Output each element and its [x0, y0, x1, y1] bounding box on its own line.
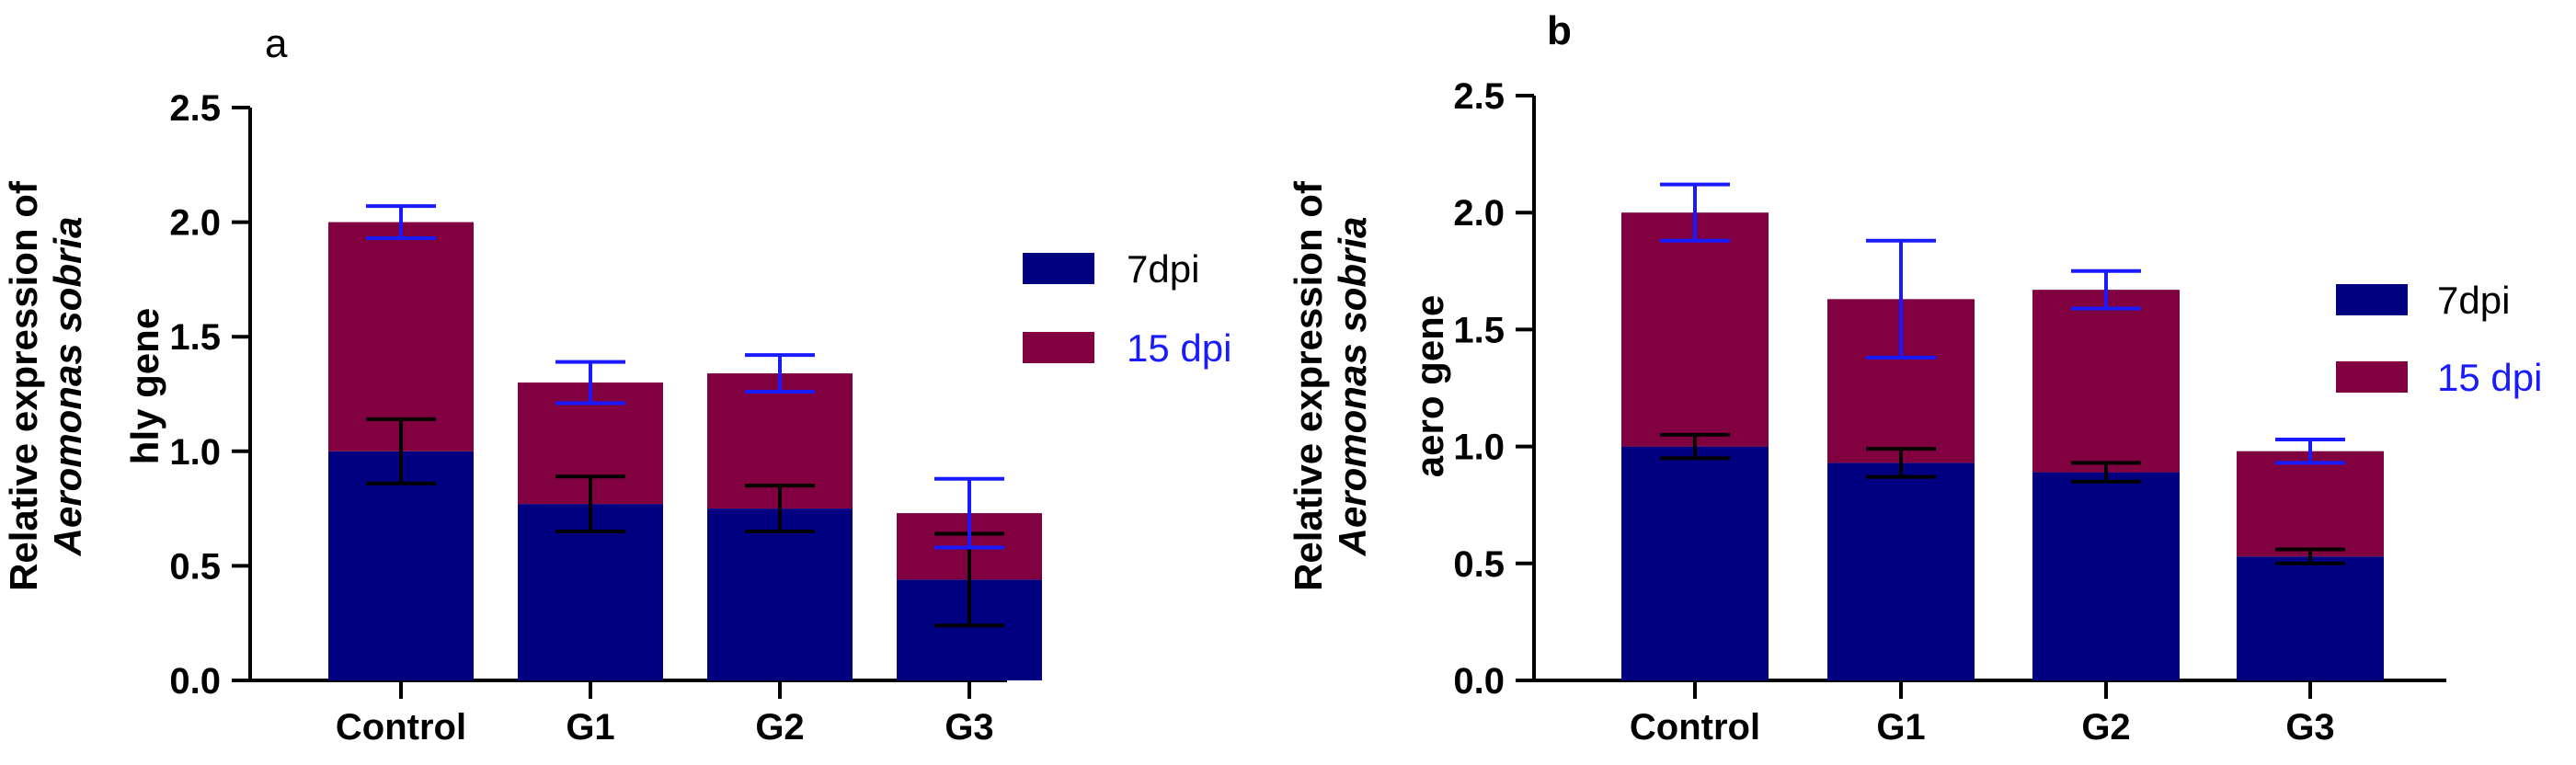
bar-7dpi [518, 504, 663, 680]
bar-7dpi [2032, 472, 2180, 680]
x-tick-label: G2 [2081, 707, 2130, 748]
bar-7dpi [2237, 556, 2384, 680]
y-tick-label: 2.5 [1453, 76, 1505, 117]
y-tick-label: 1.0 [169, 432, 221, 473]
panel-a: a 0.0 0.5 1.0 1.5 2.0 2.5 Control G1 G2 G3 Relative… [2, 21, 1231, 748]
legend-swatch [1023, 332, 1094, 363]
bar-7dpi [328, 451, 474, 680]
y-tick-label: 2.5 [169, 88, 221, 129]
y-axis-label: Aeromonas sobria [1331, 217, 1374, 557]
x-tick-label: G2 [755, 707, 804, 748]
y-axis-label: hly gene [123, 308, 166, 464]
bar-15dpi [328, 222, 474, 451]
y-tick-label: 2.0 [169, 203, 221, 244]
y-tick-label: 0.5 [1453, 544, 1505, 585]
legend-label: 15 dpi [1127, 326, 1231, 370]
y-tick-label: 0.0 [1453, 661, 1505, 702]
y-axis-label: Aeromonas sobria [46, 217, 89, 557]
x-tick-label: G1 [566, 707, 614, 748]
y-tick-label: 0.0 [169, 661, 221, 702]
legend-label: 15 dpi [2437, 356, 2542, 399]
y-axis-label: Relative expression of [1287, 180, 1330, 591]
panel-b: b 0.0 0.5 1.0 1.5 2.0 2.5 Control G1 G2 G3 Relative… [1287, 8, 2542, 748]
x-tick-label: Control [336, 707, 466, 748]
panel-label: a [265, 21, 288, 66]
y-tick-label: 1.0 [1453, 428, 1505, 468]
bar-7dpi [1827, 462, 1975, 680]
y-axis-label: Relative expression of [2, 180, 45, 591]
panel-label: b [1547, 8, 1572, 53]
bar-15dpi [1621, 212, 1769, 447]
y-tick-label: 1.5 [1453, 310, 1505, 350]
bar-7dpi [1621, 446, 1769, 680]
legend-swatch [1023, 253, 1094, 284]
y-axis-label: aero gene [1408, 295, 1451, 477]
legend-label: 7dpi [1127, 247, 1199, 291]
y-tick-label: 0.5 [169, 546, 221, 587]
legend-swatch [2336, 361, 2408, 393]
x-tick-label: G1 [1876, 707, 1925, 748]
legend-swatch [2336, 284, 2408, 315]
bar-7dpi [707, 508, 853, 680]
x-tick-label: G3 [945, 707, 993, 748]
legend-label: 7dpi [2437, 279, 2510, 322]
x-tick-label: Control [1630, 707, 1760, 748]
x-tick-label: G3 [2285, 707, 2334, 748]
bar-15dpi [2237, 451, 2384, 557]
y-tick-label: 2.0 [1453, 193, 1505, 234]
y-tick-label: 1.5 [169, 317, 221, 358]
bar-15dpi [2032, 290, 2180, 473]
